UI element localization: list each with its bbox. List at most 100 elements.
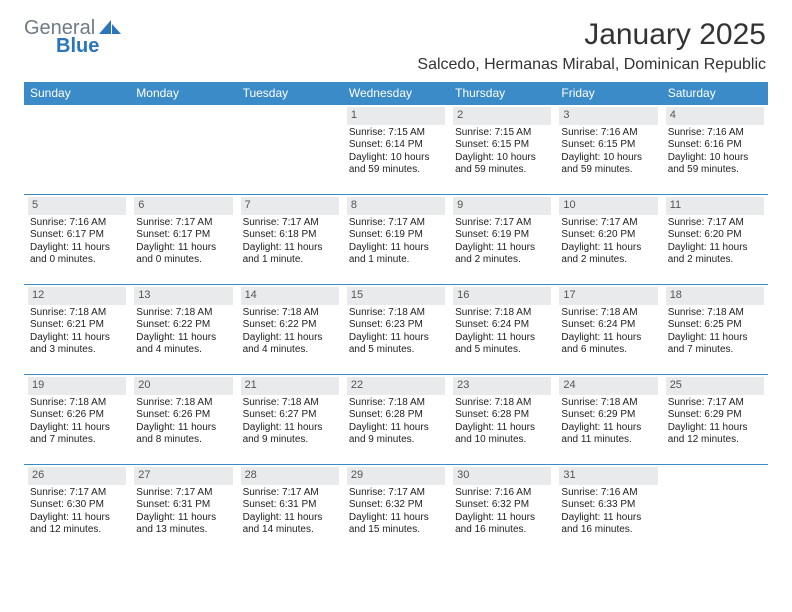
weekday-header: Monday: [130, 82, 236, 105]
calendar-day-cell: 18 Sunrise: 7:18 AMSunset: 6:25 PMDayligh…: [662, 285, 768, 375]
day-number: 5: [28, 197, 126, 215]
calendar-week-row: 26 Sunrise: 7:17 AMSunset: 6:30 PMDayligh…: [24, 465, 768, 555]
calendar-day-cell: 21 Sunrise: 7:18 AMSunset: 6:27 PMDayligh…: [237, 375, 343, 465]
calendar-day-cell: 4 Sunrise: 7:16 AMSunset: 6:16 PMDaylight…: [662, 105, 768, 195]
day-details: Sunrise: 7:15 AMSunset: 6:15 PMDaylight:…: [453, 127, 551, 177]
day-number: 18: [666, 287, 764, 305]
weekday-header: Friday: [555, 82, 661, 105]
day-number: 24: [559, 377, 657, 395]
calendar-day-cell: 14Sunrise: 7:18 AMSunset: 6:22 PMDayligh…: [237, 285, 343, 375]
day-details: Sunrise: 7:16 AMSunset: 6:15 PMDaylight:…: [559, 127, 657, 177]
calendar-day-cell: [662, 465, 768, 555]
day-number: 13: [134, 287, 232, 305]
day-details: Sunrise: 7:18 AMSunset: 6:24 PMDaylight:…: [559, 307, 657, 357]
day-details: Sunrise: 7:18 AMSunset: 6:23 PMDaylight:…: [347, 307, 445, 357]
calendar-day-cell: 7 Sunrise: 7:17 AMSunset: 6:18 PMDaylight…: [237, 195, 343, 285]
day-number: 9: [453, 197, 551, 215]
day-details: Sunrise: 7:17 AMSunset: 6:19 PMDaylight:…: [347, 217, 445, 267]
calendar-week-row: 12Sunrise: 7:18 AMSunset: 6:21 PMDayligh…: [24, 285, 768, 375]
day-number: 26: [28, 467, 126, 485]
day-number: 20: [134, 377, 232, 395]
day-number: 16: [453, 287, 551, 305]
calendar-day-cell: 3Sunrise: 7:16 AMSunset: 6:15 PMDaylight…: [555, 105, 661, 195]
day-number: 22: [347, 377, 445, 395]
calendar-day-cell: 19Sunrise: 7:18 AMSunset: 6:26 PMDayligh…: [24, 375, 130, 465]
calendar-day-cell: 11Sunrise: 7:17 AMSunset: 6:20 PMDayligh…: [662, 195, 768, 285]
calendar-day-cell: 28 Sunrise: 7:17 AMSunset: 6:31 PMDayligh…: [237, 465, 343, 555]
brand-line2: Blue: [24, 36, 121, 56]
day-number: 31: [559, 467, 657, 485]
day-number: 10: [559, 197, 657, 215]
day-number: 14: [241, 287, 339, 305]
calendar-day-cell: [237, 105, 343, 195]
day-details: Sunrise: 7:17 AMSunset: 6:31 PMDaylight:…: [241, 487, 339, 537]
brand-logo: General Blue: [24, 18, 121, 56]
day-details: Sunrise: 7:18 AMSunset: 6:25 PMDaylight:…: [666, 307, 764, 357]
calendar-day-cell: 6Sunrise: 7:17 AMSunset: 6:17 PMDaylight…: [130, 195, 236, 285]
weekday-header: Wednesday: [343, 82, 449, 105]
day-details: Sunrise: 7:18 AMSunset: 6:27 PMDaylight:…: [241, 397, 339, 447]
day-number: 2: [453, 107, 551, 125]
calendar-day-cell: 16 Sunrise: 7:18 AMSunset: 6:24 PMDayligh…: [449, 285, 555, 375]
calendar-header-row: SundayMondayTuesdayWednesdayThursdayFrid…: [24, 82, 768, 105]
calendar-day-cell: 26 Sunrise: 7:17 AMSunset: 6:30 PMDayligh…: [24, 465, 130, 555]
day-details: Sunrise: 7:15 AMSunset: 6:14 PMDaylight:…: [347, 127, 445, 177]
day-details: Sunrise: 7:16 AMSunset: 6:16 PMDaylight:…: [666, 127, 764, 177]
calendar-day-cell: 12Sunrise: 7:18 AMSunset: 6:21 PMDayligh…: [24, 285, 130, 375]
calendar-day-cell: 29Sunrise: 7:17 AMSunset: 6:32 PMDayligh…: [343, 465, 449, 555]
day-details: Sunrise: 7:16 AMSunset: 6:33 PMDaylight:…: [559, 487, 657, 537]
calendar-day-cell: 20 Sunrise: 7:18 AMSunset: 6:26 PMDayligh…: [130, 375, 236, 465]
calendar-day-cell: 9 Sunrise: 7:17 AMSunset: 6:19 PMDaylight…: [449, 195, 555, 285]
day-number: 23: [453, 377, 551, 395]
calendar-day-cell: 24 Sunrise: 7:18 AMSunset: 6:29 PMDayligh…: [555, 375, 661, 465]
day-details: Sunrise: 7:17 AMSunset: 6:30 PMDaylight:…: [28, 487, 126, 537]
day-details: Sunrise: 7:18 AMSunset: 6:22 PMDaylight:…: [134, 307, 232, 357]
day-details: Sunrise: 7:17 AMSunset: 6:29 PMDaylight:…: [666, 397, 764, 447]
day-number: 7: [241, 197, 339, 215]
day-number: 6: [134, 197, 232, 215]
calendar-week-row: 5 Sunrise: 7:16 AMSunset: 6:17 PMDaylight…: [24, 195, 768, 285]
calendar-day-cell: 27Sunrise: 7:17 AMSunset: 6:31 PMDayligh…: [130, 465, 236, 555]
calendar-day-cell: 10 Sunrise: 7:17 AMSunset: 6:20 PMDayligh…: [555, 195, 661, 285]
day-details: Sunrise: 7:18 AMSunset: 6:21 PMDaylight:…: [28, 307, 126, 357]
day-number: 30: [453, 467, 551, 485]
day-number: 27: [134, 467, 232, 485]
day-details: Sunrise: 7:18 AMSunset: 6:24 PMDaylight:…: [453, 307, 551, 357]
day-number: 1: [347, 107, 445, 125]
calendar-day-cell: 8 Sunrise: 7:17 AMSunset: 6:19 PMDaylight…: [343, 195, 449, 285]
day-details: Sunrise: 7:18 AMSunset: 6:29 PMDaylight:…: [559, 397, 657, 447]
day-details: Sunrise: 7:18 AMSunset: 6:28 PMDaylight:…: [453, 397, 551, 447]
day-details: Sunrise: 7:17 AMSunset: 6:32 PMDaylight:…: [347, 487, 445, 537]
calendar-day-cell: 1 Sunrise: 7:15 AMSunset: 6:14 PMDaylight…: [343, 105, 449, 195]
calendar-day-cell: 13 Sunrise: 7:18 AMSunset: 6:22 PMDayligh…: [130, 285, 236, 375]
day-details: Sunrise: 7:16 AMSunset: 6:17 PMDaylight:…: [28, 217, 126, 267]
day-number: 8: [347, 197, 445, 215]
calendar-day-cell: 17Sunrise: 7:18 AMSunset: 6:24 PMDayligh…: [555, 285, 661, 375]
day-details: Sunrise: 7:18 AMSunset: 6:26 PMDaylight:…: [28, 397, 126, 447]
calendar-week-row: 1 Sunrise: 7:15 AMSunset: 6:14 PMDaylight…: [24, 105, 768, 195]
month-title: January 2025: [417, 18, 766, 52]
location: Salcedo, Hermanas Mirabal, Dominican Rep…: [417, 56, 766, 74]
day-details: Sunrise: 7:16 AMSunset: 6:32 PMDaylight:…: [453, 487, 551, 537]
day-details: Sunrise: 7:17 AMSunset: 6:20 PMDaylight:…: [666, 217, 764, 267]
day-details: Sunrise: 7:18 AMSunset: 6:26 PMDaylight:…: [134, 397, 232, 447]
day-details: Sunrise: 7:17 AMSunset: 6:19 PMDaylight:…: [453, 217, 551, 267]
day-details: Sunrise: 7:18 AMSunset: 6:28 PMDaylight:…: [347, 397, 445, 447]
calendar-day-cell: 22 Sunrise: 7:18 AMSunset: 6:28 PMDayligh…: [343, 375, 449, 465]
weekday-header: Saturday: [662, 82, 768, 105]
calendar-day-cell: 30 Sunrise: 7:16 AMSunset: 6:32 PMDayligh…: [449, 465, 555, 555]
day-number: 25: [666, 377, 764, 395]
day-number: 15: [347, 287, 445, 305]
calendar-day-cell: 15 Sunrise: 7:18 AMSunset: 6:23 PMDayligh…: [343, 285, 449, 375]
header: General Blue January 2025 Salcedo, Herma…: [24, 18, 768, 74]
calendar-day-cell: 23 Sunrise: 7:18 AMSunset: 6:28 PMDayligh…: [449, 375, 555, 465]
calendar-day-cell: 5 Sunrise: 7:16 AMSunset: 6:17 PMDaylight…: [24, 195, 130, 285]
calendar-day-cell: [130, 105, 236, 195]
day-number: 21: [241, 377, 339, 395]
day-details: Sunrise: 7:17 AMSunset: 6:18 PMDaylight:…: [241, 217, 339, 267]
calendar-day-cell: 25 Sunrise: 7:17 AMSunset: 6:29 PMDayligh…: [662, 375, 768, 465]
day-number: 4: [666, 107, 764, 125]
day-number: 28: [241, 467, 339, 485]
brand-sail-icon: [99, 18, 121, 38]
day-details: Sunrise: 7:17 AMSunset: 6:20 PMDaylight:…: [559, 217, 657, 267]
